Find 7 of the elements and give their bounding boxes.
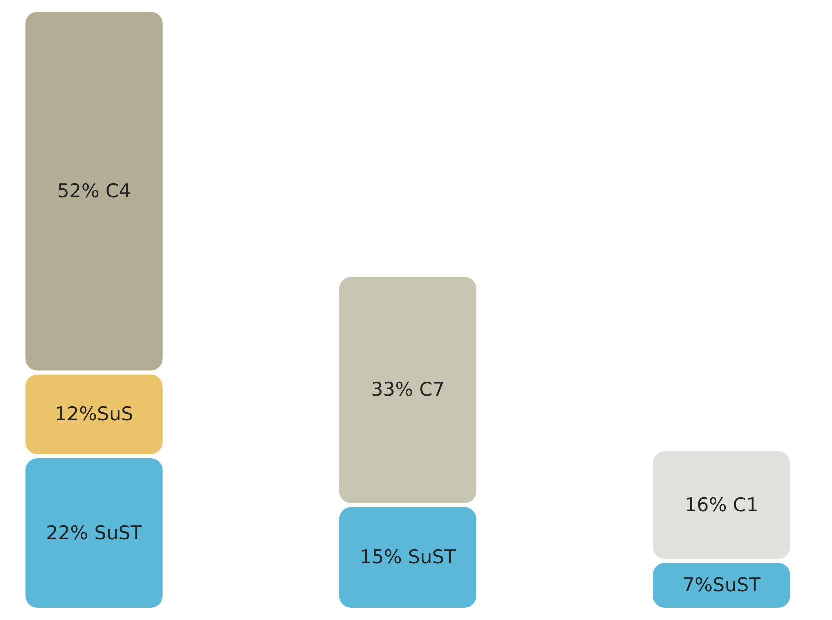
data-label: 7%SuST <box>682 574 762 597</box>
data-label: 15% SuST <box>360 546 456 569</box>
data-label: 16% C1 <box>684 494 759 516</box>
data-label: 12%SuS <box>55 404 134 426</box>
data-label: 33% C7 <box>371 379 445 402</box>
data-label: 22% SuST <box>46 522 143 544</box>
data-label: 52% C4 <box>57 180 132 202</box>
